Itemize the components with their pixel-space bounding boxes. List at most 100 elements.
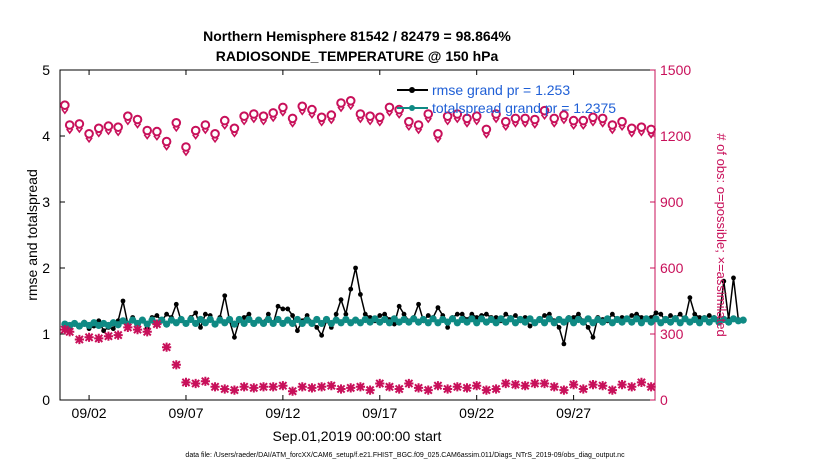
totalspread-point bbox=[245, 315, 253, 324]
obs-assimilated-point bbox=[210, 382, 220, 392]
chart-title-line2: RADIOSONDE_TEMPERATURE @ 150 hPa bbox=[216, 48, 499, 64]
y-tick-label: 4 bbox=[42, 128, 50, 144]
totalspread-point bbox=[424, 319, 432, 327]
rmse-point bbox=[493, 315, 499, 320]
obs-assimilated-point bbox=[423, 385, 433, 395]
rmse-point bbox=[285, 306, 291, 312]
totalspread-point bbox=[676, 319, 684, 327]
obs-possible-point bbox=[64, 120, 75, 130]
obs-possible-point-tail bbox=[385, 110, 394, 117]
rmse-point bbox=[653, 310, 659, 316]
obs-possible-point-tail bbox=[75, 127, 84, 134]
obs-assimilated-point bbox=[491, 384, 501, 394]
obs-possible-point bbox=[365, 111, 375, 121]
rmse-point bbox=[198, 325, 203, 330]
obs-assimilated-point bbox=[404, 378, 414, 389]
rmse-point bbox=[469, 311, 475, 317]
rmse-point bbox=[697, 315, 702, 320]
totalspread-point bbox=[565, 315, 573, 323]
obs-assimilated-point bbox=[220, 384, 230, 394]
obs-possible-point-tail bbox=[318, 120, 326, 127]
obs-possible-point-tail bbox=[502, 125, 510, 132]
rmse-point bbox=[246, 311, 252, 317]
obs-possible-point bbox=[646, 124, 656, 135]
totalspread-point bbox=[637, 319, 646, 327]
obs-assimilated-point bbox=[65, 327, 75, 337]
rmse-point bbox=[101, 328, 107, 334]
obs-possible-point bbox=[549, 113, 560, 124]
rmse-point bbox=[275, 303, 281, 309]
obs-possible-point-tail bbox=[511, 121, 520, 128]
obs-assimilated-point bbox=[636, 377, 647, 387]
obs-assimilated-point bbox=[433, 381, 443, 391]
rmse-point bbox=[416, 301, 421, 307]
obs-possible-point-tail bbox=[347, 104, 355, 111]
obs-possible-point-tail bbox=[143, 134, 151, 140]
obs-possible-point-tail bbox=[376, 120, 384, 127]
obs-possible-point bbox=[249, 109, 259, 119]
y2-axis-label: # of obs: o=possible; ×=assimilated bbox=[714, 133, 729, 336]
rmse-point bbox=[571, 315, 576, 320]
totalspread-point bbox=[584, 315, 592, 323]
obs-possible-point bbox=[471, 111, 482, 121]
rmse-point bbox=[546, 311, 552, 317]
series-obs_assimilated bbox=[60, 319, 656, 396]
obs-assimilated-point bbox=[607, 385, 617, 395]
rmse-point bbox=[483, 311, 489, 317]
obs-possible-point-tail bbox=[279, 110, 287, 117]
obs-possible-point-tail bbox=[298, 109, 306, 116]
obs-possible-point-tail bbox=[356, 117, 365, 124]
rmse-point bbox=[382, 311, 388, 317]
footer-data-file: data file: /Users/raeder/DAI/ATM_forcXX/… bbox=[185, 452, 625, 459]
rmse-point bbox=[173, 301, 179, 307]
obs-possible-point-tail bbox=[531, 123, 539, 129]
totalspread-point bbox=[671, 315, 679, 323]
obs-possible-point bbox=[588, 112, 598, 123]
obs-possible-point bbox=[190, 125, 201, 136]
obs-possible-point bbox=[171, 118, 182, 128]
y-tick-label: 0 bbox=[42, 392, 50, 408]
totalspread-point bbox=[177, 315, 185, 324]
x-tick-label: 09/17 bbox=[362, 405, 397, 421]
obs-possible-point-tail bbox=[473, 119, 481, 126]
obs-possible-point-tail bbox=[153, 135, 161, 141]
obs-possible-point-tail bbox=[327, 118, 335, 125]
obs-assimilated-point bbox=[258, 382, 269, 392]
obs-assimilated-point bbox=[530, 378, 540, 389]
rmse-point bbox=[304, 313, 310, 318]
rmse-point bbox=[513, 313, 518, 318]
y2-tick-label: 1500 bbox=[660, 62, 691, 78]
obs-assimilated-point bbox=[384, 382, 395, 392]
y2-tick-label: 0 bbox=[660, 392, 668, 408]
obs-possible-point bbox=[84, 129, 94, 139]
rmse-point bbox=[96, 318, 102, 324]
obs-assimilated-point bbox=[617, 380, 627, 390]
obs-possible-point-tail bbox=[628, 131, 636, 138]
obs-possible-point bbox=[132, 114, 143, 125]
obs-possible-point bbox=[520, 113, 530, 124]
obs-possible-point bbox=[142, 125, 153, 136]
obs-possible-point-tail bbox=[637, 130, 646, 137]
y-tick-label: 1 bbox=[42, 326, 50, 342]
obs-assimilated-point bbox=[181, 377, 191, 387]
obs-possible-point-tail bbox=[182, 150, 190, 157]
rmse-point bbox=[706, 313, 712, 318]
series-layer bbox=[60, 96, 747, 396]
obs-possible-point bbox=[462, 113, 472, 124]
rmse-point bbox=[609, 311, 615, 317]
chart-title-line1: Northern Hemisphere 81542 / 82479 = 98.8… bbox=[203, 28, 511, 44]
obs-assimilated-point bbox=[481, 385, 491, 395]
obs-possible-point-tail bbox=[66, 128, 74, 135]
totalspread-point bbox=[540, 319, 549, 327]
obs-possible-point-tail bbox=[608, 128, 617, 135]
obs-assimilated-point bbox=[317, 382, 327, 392]
rmse-point bbox=[401, 311, 407, 317]
y2-tick-label: 1200 bbox=[660, 128, 691, 144]
obs-possible-point-tail bbox=[395, 113, 403, 119]
obs-possible-point bbox=[442, 111, 453, 121]
totalspread-point bbox=[322, 315, 331, 324]
y2-tick-label: 900 bbox=[660, 194, 684, 210]
obs-possible-point-tail bbox=[124, 119, 132, 126]
obs-possible-point bbox=[161, 136, 172, 147]
totalspread-point bbox=[143, 320, 151, 328]
